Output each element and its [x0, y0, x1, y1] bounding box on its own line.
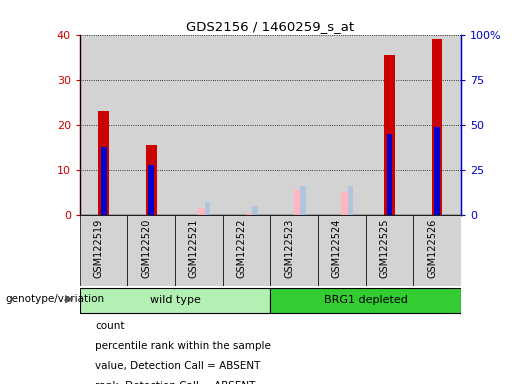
Bar	[366, 215, 413, 286]
Bar	[146, 145, 157, 215]
Text: GSM122525: GSM122525	[380, 218, 389, 278]
Text: GSM122521: GSM122521	[189, 218, 199, 278]
Bar	[252, 206, 258, 215]
Bar	[246, 213, 254, 215]
Bar	[204, 202, 210, 215]
Bar	[348, 186, 353, 215]
Title: GDS2156 / 1460259_s_at: GDS2156 / 1460259_s_at	[186, 20, 354, 33]
Bar	[387, 134, 392, 215]
Text: BRG1 depleted: BRG1 depleted	[324, 295, 407, 305]
Text: count: count	[95, 321, 125, 331]
Bar	[222, 35, 270, 215]
Text: GSM122519: GSM122519	[94, 218, 104, 278]
Text: genotype/variation: genotype/variation	[5, 294, 104, 304]
Bar	[384, 55, 394, 215]
Bar	[270, 288, 461, 313]
Bar	[318, 35, 366, 215]
Bar	[175, 215, 222, 286]
Bar	[98, 111, 109, 215]
Bar	[270, 35, 318, 215]
Bar	[318, 215, 366, 286]
Bar	[300, 186, 305, 215]
Bar	[432, 39, 442, 215]
Bar	[434, 127, 440, 215]
Text: wild type: wild type	[150, 295, 200, 305]
Text: percentile rank within the sample: percentile rank within the sample	[95, 341, 271, 351]
Text: rank, Detection Call = ABSENT: rank, Detection Call = ABSENT	[95, 381, 255, 384]
Bar	[366, 35, 413, 215]
Bar	[341, 192, 350, 215]
Text: GSM122526: GSM122526	[427, 218, 437, 278]
Text: GSM122522: GSM122522	[236, 218, 247, 278]
Bar	[294, 190, 302, 215]
Text: GSM122520: GSM122520	[141, 218, 151, 278]
Bar	[128, 215, 175, 286]
Bar	[222, 215, 270, 286]
Bar	[148, 166, 154, 215]
Bar	[175, 35, 222, 215]
Text: value, Detection Call = ABSENT: value, Detection Call = ABSENT	[95, 361, 261, 371]
Bar	[128, 35, 175, 215]
Bar	[101, 147, 107, 215]
Bar	[80, 215, 128, 286]
Bar	[80, 35, 128, 215]
Text: GSM122523: GSM122523	[284, 218, 294, 278]
Bar	[413, 215, 461, 286]
Text: ▶: ▶	[65, 294, 74, 304]
Bar	[413, 35, 461, 215]
Bar	[270, 215, 318, 286]
Bar	[198, 208, 207, 215]
Bar	[80, 288, 270, 313]
Text: GSM122524: GSM122524	[332, 218, 342, 278]
